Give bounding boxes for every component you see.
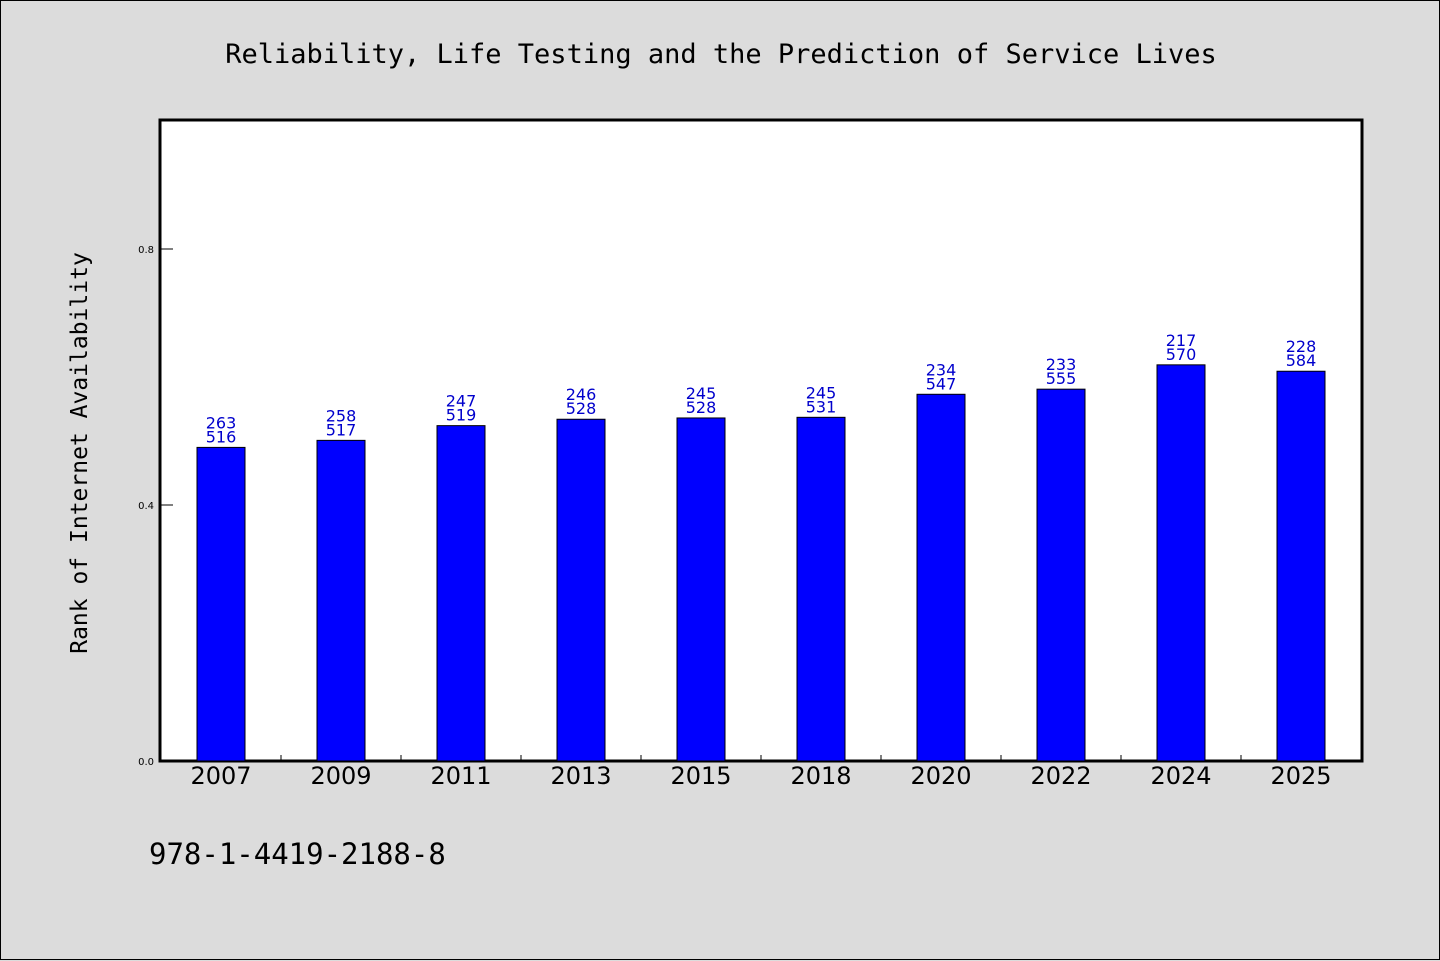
bars-layer: 2635162585172475192465282455282455312345… — [196, 331, 1326, 762]
data-label-top-2025: 228 — [1286, 337, 1317, 356]
bar-2022 — [1036, 388, 1086, 762]
data-label-bottom-2015: 528 — [686, 398, 717, 417]
data-label-top-2009: 258 — [326, 406, 357, 425]
y-tick-label: 0.8 — [138, 245, 154, 256]
data-label-top-2022: 233 — [1046, 355, 1077, 374]
bar-2011 — [436, 425, 486, 762]
bar-2013 — [556, 418, 606, 762]
x-tick-label-2011: 2011 — [430, 762, 491, 790]
x-tick-label-2020: 2020 — [910, 762, 971, 790]
x-tick-label-2024: 2024 — [1150, 762, 1211, 790]
data-label-top-2007: 263 — [206, 413, 237, 432]
bar-2018 — [796, 416, 846, 762]
y-tick-label: 0.0 — [138, 757, 154, 768]
data-label-top-2015: 245 — [686, 384, 717, 403]
data-label-bottom-2011: 519 — [446, 406, 477, 425]
data-label-bottom-2018: 531 — [806, 397, 837, 416]
data-label-bottom-2024: 570 — [1166, 345, 1197, 364]
ticks-layer: 2007 2009 2011 2013 2015 2018 2020 2022 2024 2025… — [138, 245, 1331, 790]
data-label-bottom-2025: 584 — [1286, 351, 1317, 370]
bar-2025 — [1276, 370, 1326, 762]
data-label-top-2011: 247 — [446, 392, 477, 411]
x-tick-label-2018: 2018 — [790, 762, 851, 790]
bar-2007 — [196, 446, 246, 762]
x-tick-label-2022: 2022 — [1030, 762, 1091, 790]
x-tick-label-2025: 2025 — [1270, 762, 1331, 790]
data-label-bottom-2013: 528 — [566, 399, 597, 418]
data-label-bottom-2009: 517 — [326, 420, 357, 439]
x-tick-label-2015: 2015 — [670, 762, 731, 790]
data-label-top-2018: 245 — [806, 383, 837, 402]
y-axis-label: Rank of Internet Availability — [67, 252, 93, 654]
y-tick-label: 0.4 — [138, 501, 154, 512]
data-label-bottom-2022: 555 — [1046, 369, 1077, 388]
data-label-top-2013: 246 — [566, 385, 597, 404]
x-tick-label-2007: 2007 — [190, 762, 251, 790]
data-label-top-2024: 217 — [1166, 331, 1197, 350]
bar-2009 — [316, 439, 366, 762]
x-tick-label-2009: 2009 — [310, 762, 371, 790]
bar-2015 — [676, 417, 726, 762]
bar-2024 — [1156, 364, 1206, 762]
x-tick-label-2013: 2013 — [550, 762, 611, 790]
bar-2020 — [916, 393, 966, 762]
data-label-bottom-2020: 547 — [926, 374, 957, 393]
data-label-top-2020: 234 — [926, 360, 957, 379]
data-label-bottom-2007: 516 — [206, 427, 237, 446]
footer-isbn: 978-1-4419-2188-8 — [149, 837, 446, 871]
chart-title: Reliability, Life Testing and the Predic… — [225, 39, 1217, 70]
